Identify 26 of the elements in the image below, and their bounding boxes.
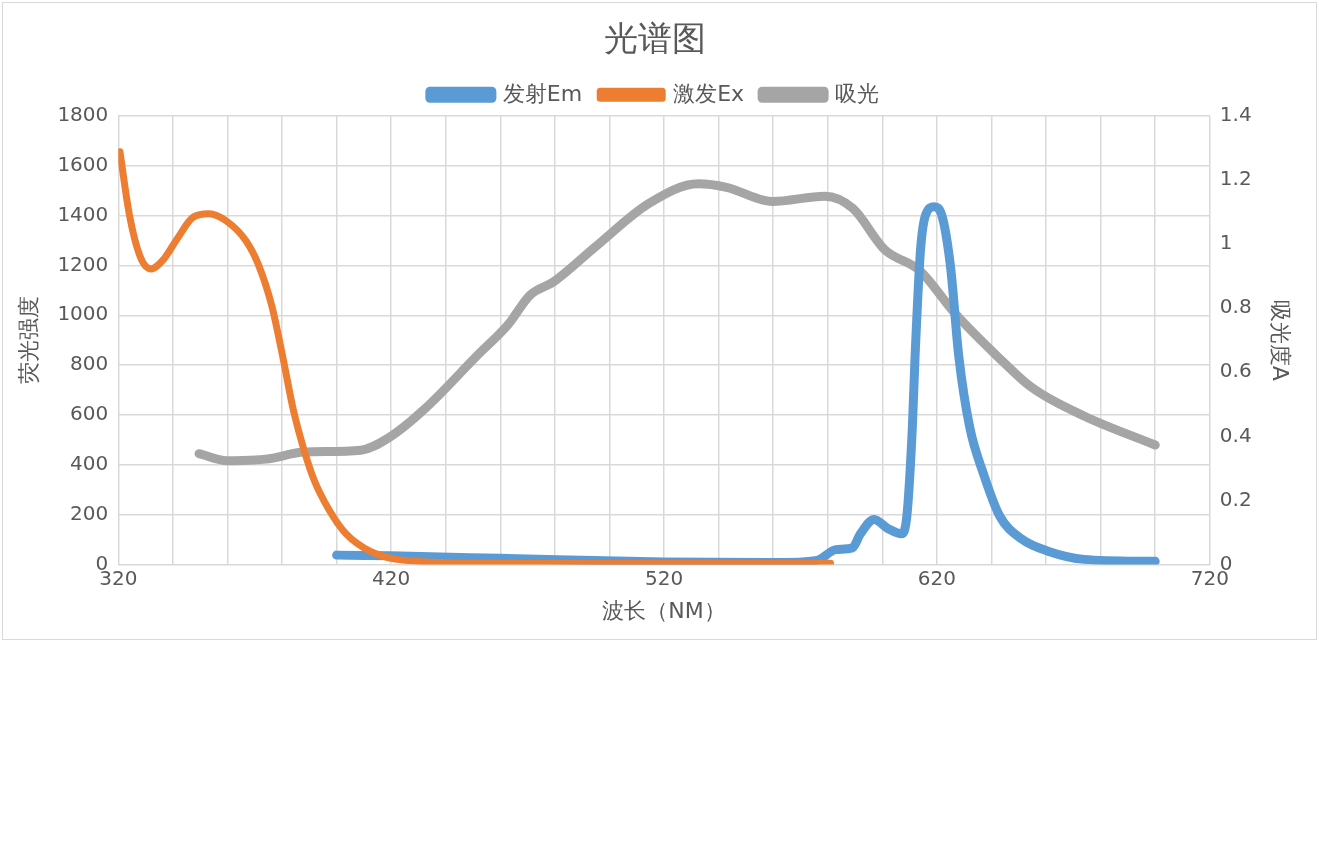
y-tick-label: 1200 <box>57 251 109 276</box>
x-tick-label: 620 <box>917 565 957 590</box>
y2-tick-label: 1.4 <box>1219 102 1252 126</box>
y-tick-label: 1800 <box>57 102 109 126</box>
x-axis-title: 波长（NM） <box>602 597 726 623</box>
y2-tick-label: 1 <box>1219 230 1233 255</box>
y2-tick-label: 1.2 <box>1219 166 1252 191</box>
chart-title: 光谱图 <box>603 18 706 59</box>
y-tick-label: 600 <box>70 401 109 426</box>
y-axis-title: 荧光强度 <box>15 296 41 385</box>
y2-axis-title: 吸光度A <box>1268 299 1294 381</box>
y-tick-label: 200 <box>70 500 109 525</box>
x-tick-label: 420 <box>372 565 411 590</box>
legend-label: 吸光 <box>835 80 880 106</box>
y-tick-label: 400 <box>70 451 109 476</box>
y-tick-label: 1400 <box>57 201 109 226</box>
legend-label: 发射Em <box>502 80 583 106</box>
x-tick-label: 520 <box>644 565 684 590</box>
y2-tick-label: 0.2 <box>1219 486 1252 511</box>
y2-tick-label: 0.6 <box>1219 358 1252 383</box>
y2-tick-label: 0.4 <box>1219 422 1252 447</box>
y-tick-label: 1600 <box>57 151 109 176</box>
y-tick-label: 800 <box>70 351 109 376</box>
legend-label: 激发Ex <box>673 80 745 106</box>
y-tick-label: 1000 <box>57 301 109 326</box>
y2-tick-label: 0.8 <box>1219 294 1252 319</box>
